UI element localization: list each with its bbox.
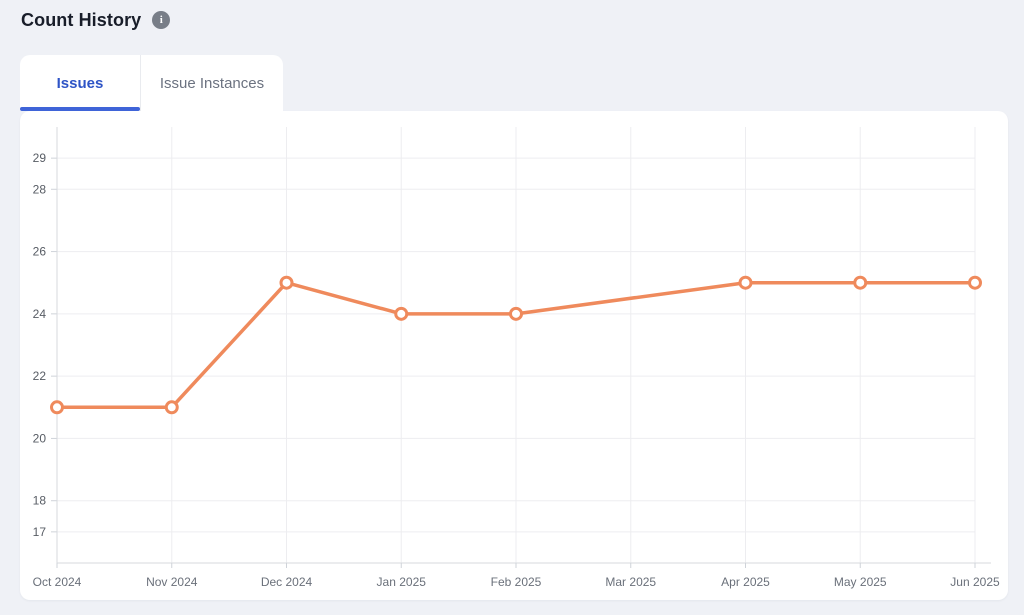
data-point-marker[interactable]: [279, 275, 294, 290]
x-axis-label: Oct 2024: [33, 575, 82, 589]
page-title: Count History: [21, 9, 142, 30]
chart-card: 17 18 20 22 24 26 28 29 Oct 2024 Nov 2024 Dec 2024…: [20, 111, 1008, 600]
x-axis-label: Dec 2024: [261, 575, 313, 589]
x-axis-label: May 2025: [834, 575, 887, 589]
x-axis-label: Apr 2025: [721, 575, 770, 589]
series-line: [55, 280, 977, 410]
x-axis-label: Mar 2025: [605, 575, 656, 589]
x-axis-label: Nov 2024: [146, 575, 198, 589]
data-point-marker[interactable]: [968, 275, 982, 290]
y-axis-label: 22: [33, 369, 47, 383]
tab-issue-instances[interactable]: Issue Instances: [141, 55, 283, 111]
line-chart-svg[interactable]: 17 18 20 22 24 26 28 29 Oct 2024 Nov 2024 Dec 2024…: [20, 111, 1008, 600]
y-axis-label: 24: [33, 307, 47, 321]
x-axis-label: Jun 2025: [950, 575, 1000, 589]
tab-bar: Issues Issue Instances: [20, 55, 283, 111]
y-axis-label: 18: [33, 494, 47, 508]
tab-issues-label: Issues: [56, 74, 104, 92]
x-axis-label: Feb 2025: [491, 575, 542, 589]
data-point-marker[interactable]: [853, 275, 868, 290]
data-point-marker[interactable]: [164, 400, 179, 415]
data-point-marker[interactable]: [394, 306, 409, 321]
data-point-marker[interactable]: [738, 275, 753, 290]
y-axis-label: 26: [33, 245, 47, 259]
tab-issue-instances-label: Issue Instances: [159, 74, 265, 92]
active-tab-underline: [20, 107, 140, 111]
chart-header: Count History i: [21, 6, 171, 34]
y-axis-label: 20: [33, 431, 47, 445]
tab-issues[interactable]: Issues: [20, 55, 141, 111]
info-icon-glyph: i: [159, 14, 163, 26]
info-icon[interactable]: i: [152, 11, 171, 29]
y-axis-label: 29: [33, 151, 47, 165]
data-point-marker[interactable]: [509, 306, 523, 321]
y-axis-label: 17: [33, 525, 47, 539]
y-axis-label: 28: [33, 182, 47, 196]
data-point-marker[interactable]: [50, 400, 64, 415]
x-axis-label: Jan 2025: [377, 575, 427, 589]
